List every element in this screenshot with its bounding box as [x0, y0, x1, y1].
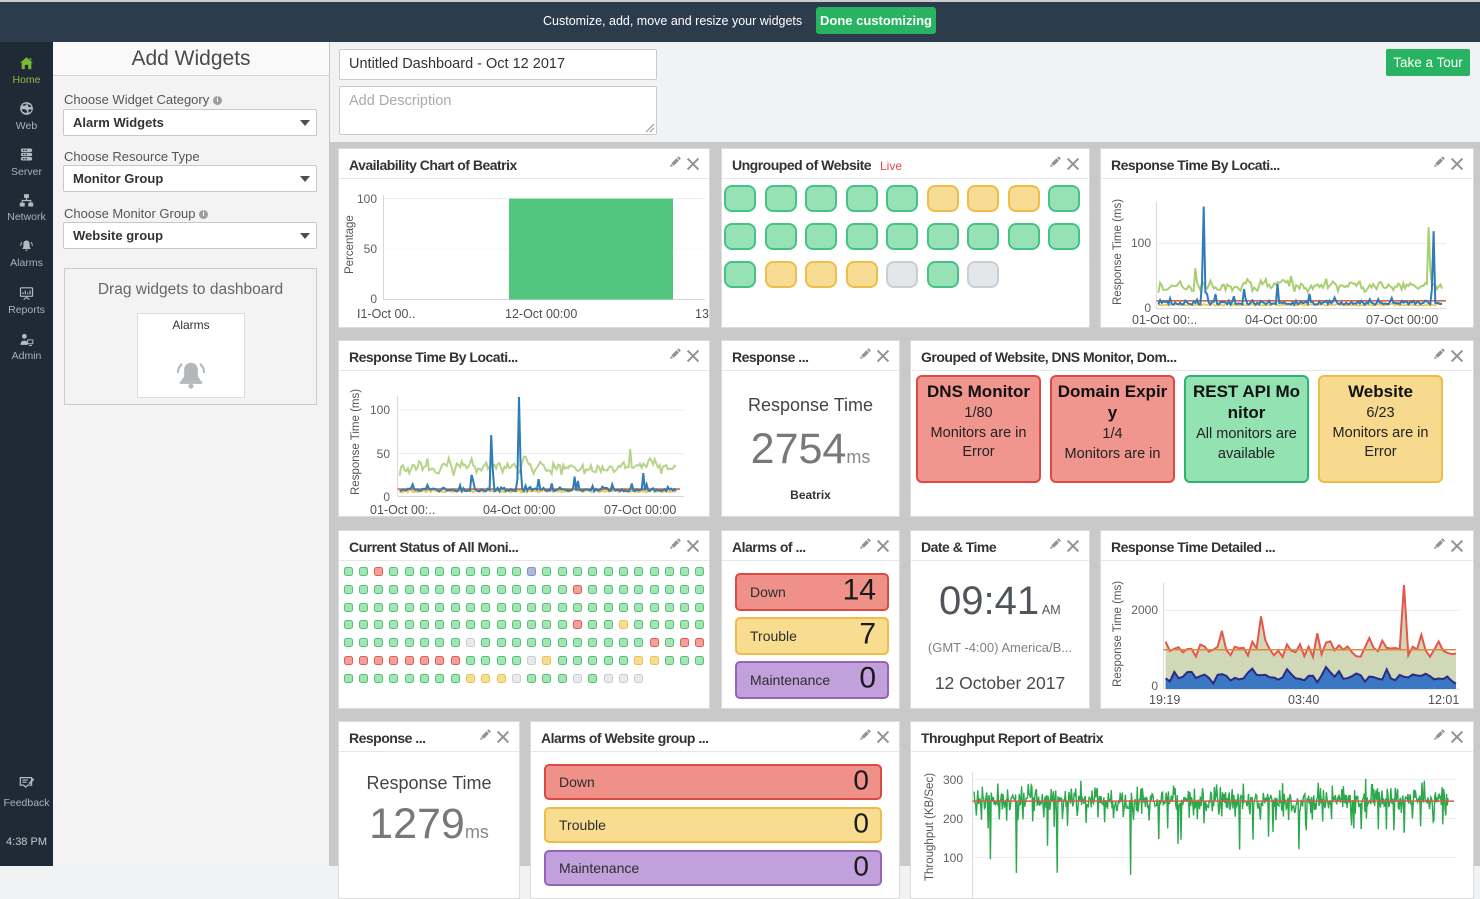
- svg-text:0: 0: [383, 490, 390, 504]
- svg-text:100: 100: [370, 403, 390, 417]
- svg-text:04-Oct 00:00: 04-Oct 00:00: [1245, 313, 1317, 327]
- svg-text:01-Oct 00:..: 01-Oct 00:..: [370, 503, 435, 517]
- svg-text:0: 0: [1151, 679, 1158, 693]
- svg-text:50: 50: [377, 447, 391, 461]
- svg-text:Response Time (ms): Response Time (ms): [1112, 581, 1124, 687]
- svg-text:300: 300: [943, 773, 963, 787]
- svg-text:0: 0: [370, 292, 377, 306]
- svg-text:07-Oct 00:00: 07-Oct 00:00: [604, 503, 676, 517]
- svg-text:Percentage: Percentage: [344, 215, 356, 274]
- svg-text:07-Oct 00:00: 07-Oct 00:00: [1366, 313, 1438, 327]
- svg-text:01-Oct 00:..: 01-Oct 00:..: [1132, 313, 1197, 327]
- svg-text:12:01: 12:01: [1428, 693, 1459, 707]
- svg-text:13-0: 13-0: [695, 307, 709, 321]
- svg-text:2000: 2000: [1131, 603, 1158, 617]
- svg-text:200: 200: [943, 812, 963, 826]
- svg-text:12-Oct 00:00: 12-Oct 00:00: [505, 307, 577, 321]
- svg-text:19:19: 19:19: [1149, 693, 1180, 707]
- svg-text:100: 100: [943, 851, 963, 865]
- svg-text:Response Time (ms): Response Time (ms): [1112, 199, 1124, 305]
- svg-text:04-Oct 00:00: 04-Oct 00:00: [483, 503, 555, 517]
- svg-text:I1-Oct 00..: I1-Oct 00..: [357, 307, 415, 321]
- svg-text:0: 0: [1144, 301, 1151, 315]
- svg-text:Response Time (ms): Response Time (ms): [350, 389, 362, 495]
- svg-text:100: 100: [357, 192, 377, 206]
- svg-text:Throughput (KB/Sec): Throughput (KB/Sec): [924, 773, 936, 881]
- svg-text:50: 50: [364, 242, 378, 256]
- svg-text:03:40: 03:40: [1288, 693, 1319, 707]
- svg-text:100: 100: [1131, 236, 1151, 250]
